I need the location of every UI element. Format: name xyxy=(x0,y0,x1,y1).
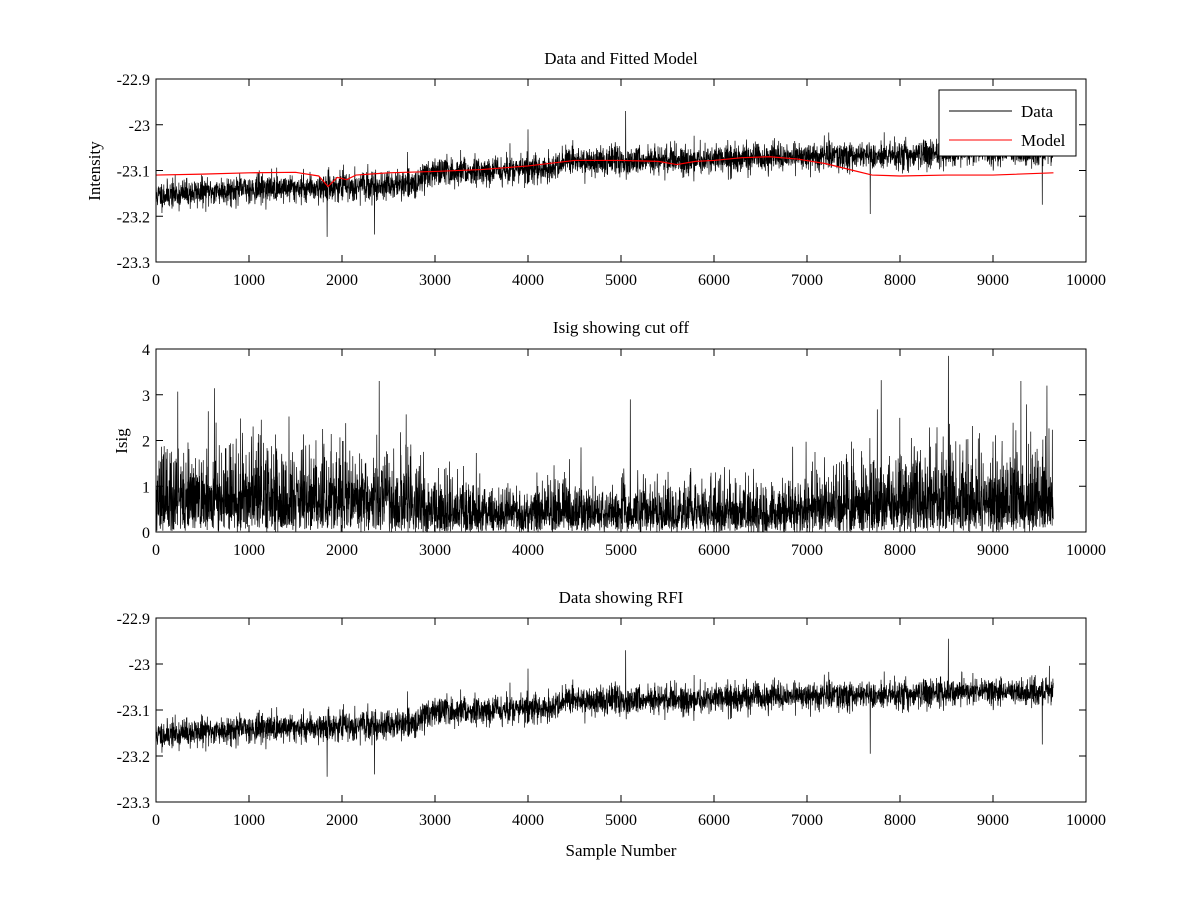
x-tick-label: 7000 xyxy=(791,812,823,829)
x-tick-label: 2000 xyxy=(326,542,358,559)
x-tick-label: 7000 xyxy=(791,542,823,559)
x-tick-label: 8000 xyxy=(884,272,916,289)
x-tick-label: 2000 xyxy=(326,812,358,829)
x-tick-label: 9000 xyxy=(977,272,1009,289)
x-tick-label: 0 xyxy=(152,542,160,559)
x-tick-label: 2000 xyxy=(326,272,358,289)
x-tick-label: 3000 xyxy=(419,812,451,829)
x-tick-label: 10000 xyxy=(1066,542,1106,559)
panel-2-ticks: 0 1000 2000 3000 4000 5000 6000 7000 8000 9000 100… xyxy=(142,342,1106,559)
y-tick-label: -23.1 xyxy=(117,164,150,181)
legend-entry-data: Data xyxy=(1021,102,1054,121)
x-tick-label: 1000 xyxy=(233,812,265,829)
y-tick-label: -23.3 xyxy=(117,255,150,272)
panel-1-legend: Data Model xyxy=(938,89,1077,157)
x-tick-label: 1000 xyxy=(233,272,265,289)
y-tick-label: -23 xyxy=(129,118,150,135)
legend-entry-model: Model xyxy=(1021,131,1066,150)
x-tick-label: 5000 xyxy=(605,542,637,559)
y-tick-label: -22.9 xyxy=(117,72,150,89)
y-tick-label: -23.2 xyxy=(117,209,150,226)
x-tick-label: 9000 xyxy=(977,542,1009,559)
x-tick-label: 3000 xyxy=(419,272,451,289)
x-tick-label: 6000 xyxy=(698,812,730,829)
y-tick-label: -23.3 xyxy=(117,795,150,812)
panel-isig-cut-off: Isig showing cut off Isig 0 1000 2000 3000 4… xyxy=(112,318,1106,559)
y-tick-label: 3 xyxy=(142,388,150,405)
x-tick-label: 6000 xyxy=(698,272,730,289)
x-tick-label: 1000 xyxy=(233,542,265,559)
y-tick-label: -23.1 xyxy=(117,703,150,720)
y-tick-label: -23 xyxy=(129,657,150,674)
x-tick-label: 8000 xyxy=(884,812,916,829)
y-tick-label: -22.9 xyxy=(117,611,150,628)
y-tick-label: 1 xyxy=(142,479,150,496)
y-tick-label: 2 xyxy=(142,434,150,451)
series-data-line xyxy=(155,99,1054,237)
x-tick-label: 8000 xyxy=(884,542,916,559)
panel-data-and-fitted-model: Data and Fitted Model Intensity 0 1000 200… xyxy=(85,49,1106,289)
legend-box xyxy=(938,89,1077,157)
panel-1-series xyxy=(155,99,1054,237)
panel-2-series xyxy=(155,355,1054,533)
panel-2-title: Isig showing cut off xyxy=(553,318,689,337)
x-tick-label: 5000 xyxy=(605,272,637,289)
panel-1-title: Data and Fitted Model xyxy=(544,49,698,68)
x-tick-label: 4000 xyxy=(512,542,544,559)
x-tick-label: 4000 xyxy=(512,272,544,289)
x-tick-label: 4000 xyxy=(512,812,544,829)
y-tick-label: 4 xyxy=(142,342,150,359)
x-tick-label: 5000 xyxy=(605,812,637,829)
x-tick-label: 10000 xyxy=(1066,272,1106,289)
x-tick-label: 0 xyxy=(152,272,160,289)
y-tick-label: 0 xyxy=(142,525,150,542)
series-model-line xyxy=(155,156,1054,188)
panel-3-ticks: 0 1000 2000 3000 4000 5000 6000 7000 8000 9000 100… xyxy=(117,611,1106,829)
series-isig-line xyxy=(155,355,1054,533)
x-tick-label: 10000 xyxy=(1066,812,1106,829)
panel-1-ticks: 0 1000 2000 3000 4000 5000 6000 7000 8000 9000 100… xyxy=(117,72,1106,289)
panel-data-showing-rfi: Data showing RFI 0 1000 2000 3000 4000 5000 60… xyxy=(117,588,1106,860)
panel-3-series xyxy=(155,638,1054,777)
x-tick-label: 0 xyxy=(152,812,160,829)
panel-3-xlabel: Sample Number xyxy=(566,841,677,860)
x-tick-label: 6000 xyxy=(698,542,730,559)
panel-3-title: Data showing RFI xyxy=(559,588,684,607)
series-data-rfi-line xyxy=(155,638,1054,777)
panel-1-ylabel: Intensity xyxy=(85,141,104,201)
panel-2-ylabel: Isig xyxy=(112,428,131,454)
x-tick-label: 9000 xyxy=(977,812,1009,829)
y-tick-label: -23.2 xyxy=(117,749,150,766)
x-tick-label: 3000 xyxy=(419,542,451,559)
x-tick-label: 7000 xyxy=(791,272,823,289)
